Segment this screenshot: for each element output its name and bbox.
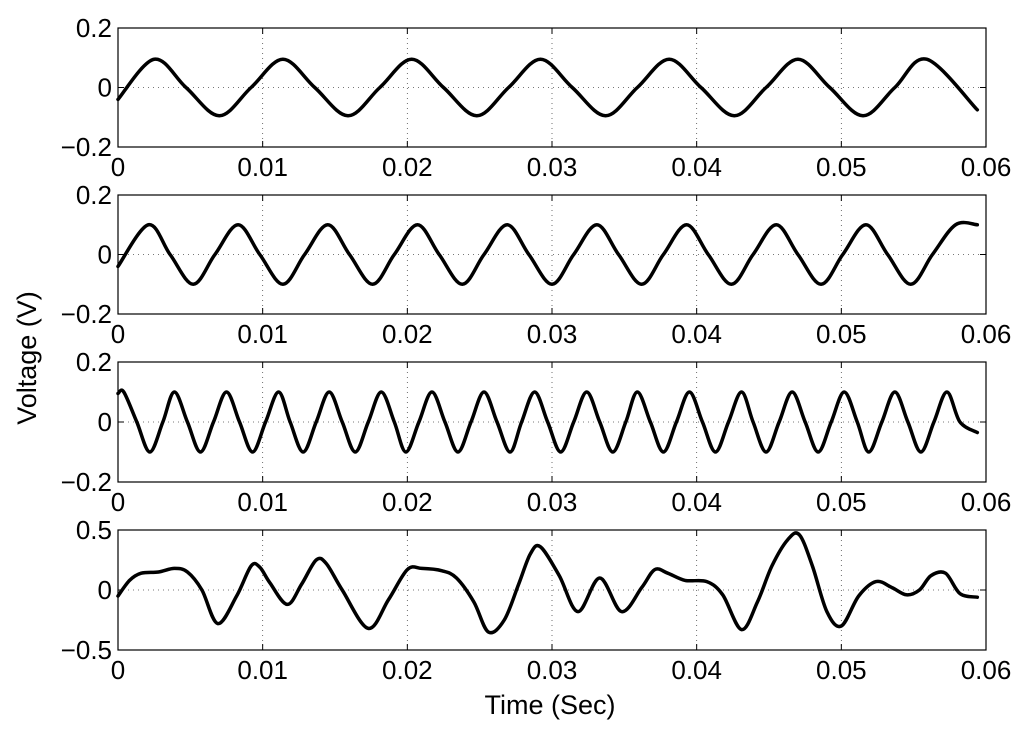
y-tick-label: −0.5 bbox=[61, 635, 112, 665]
x-tick-label: 0.01 bbox=[237, 319, 288, 349]
y-tick-label: 0 bbox=[98, 240, 112, 270]
subplot-2: 0 0.01 0.02 0.03 0.04 0.05 0.060.20−0.2 bbox=[61, 180, 1012, 349]
x-tick-label: 0.05 bbox=[816, 655, 867, 685]
y-tick-label: 0 bbox=[98, 575, 112, 605]
x-axis-label: Time (Sec) bbox=[484, 690, 615, 720]
signal-trace bbox=[116, 531, 980, 635]
x-tick-label: 0.04 bbox=[671, 319, 722, 349]
x-tick-label: 0.03 bbox=[527, 152, 578, 182]
plot-frame bbox=[117, 529, 987, 651]
subplot-3: 0 0.01 0.02 0.03 0.04 0.05 0.060.20−0.2 bbox=[61, 347, 1012, 517]
x-tick-label: 0.01 bbox=[237, 487, 288, 517]
y-tick-label: −0.2 bbox=[61, 132, 112, 162]
x-tick-label: 0 bbox=[111, 319, 125, 349]
subplot-1: 0 0.01 0.02 0.03 0.04 0.05 0.060.20−0.2 bbox=[61, 13, 1012, 182]
x-tick-label: 0.04 bbox=[671, 655, 722, 685]
x-tick-label: 0.04 bbox=[671, 487, 722, 517]
signal-trace bbox=[116, 388, 980, 454]
x-tick-label: 0 bbox=[111, 655, 125, 685]
x-tick-label: 0.06 bbox=[961, 319, 1012, 349]
x-tick-label: 0.03 bbox=[527, 487, 578, 517]
signal-trace bbox=[116, 57, 980, 118]
x-tick-label: 0.06 bbox=[961, 487, 1012, 517]
y-tick-label: 0 bbox=[98, 73, 112, 103]
x-tick-label: 0.02 bbox=[382, 487, 433, 517]
x-tick-label: 0.05 bbox=[816, 152, 867, 182]
y-axis-label: Voltage (V) bbox=[12, 291, 42, 425]
y-tick-label: 0.2 bbox=[76, 180, 112, 210]
y-tick-label: −0.2 bbox=[61, 467, 112, 497]
y-tick-label: 0.5 bbox=[76, 515, 112, 545]
x-tick-label: 0.04 bbox=[671, 152, 722, 182]
x-tick-label: 0.02 bbox=[382, 655, 433, 685]
y-tick-label: −0.2 bbox=[61, 299, 112, 329]
x-tick-label: 0.02 bbox=[382, 152, 433, 182]
x-tick-label: 0.01 bbox=[237, 655, 288, 685]
x-tick-label: 0.03 bbox=[527, 655, 578, 685]
y-tick-label: 0.2 bbox=[76, 347, 112, 377]
signal-trace bbox=[116, 220, 980, 286]
x-tick-label: 0.02 bbox=[382, 319, 433, 349]
y-tick-label: 0.2 bbox=[76, 13, 112, 43]
x-tick-label: 0.05 bbox=[816, 487, 867, 517]
x-tick-label: 0.03 bbox=[527, 319, 578, 349]
x-tick-label: 0 bbox=[111, 152, 125, 182]
plot-frame bbox=[117, 27, 987, 148]
subplot-4: 0 0.01 0.02 0.03 0.04 0.05 0.060.50−0.5 bbox=[61, 515, 1012, 685]
plot-frame bbox=[117, 361, 987, 483]
x-tick-label: 0.06 bbox=[961, 152, 1012, 182]
x-tick-label: 0 bbox=[111, 487, 125, 517]
x-tick-label: 0.06 bbox=[961, 655, 1012, 685]
plot-frame bbox=[117, 194, 987, 315]
x-tick-label: 0.01 bbox=[237, 152, 288, 182]
y-tick-label: 0 bbox=[98, 407, 112, 437]
x-tick-label: 0.05 bbox=[816, 319, 867, 349]
